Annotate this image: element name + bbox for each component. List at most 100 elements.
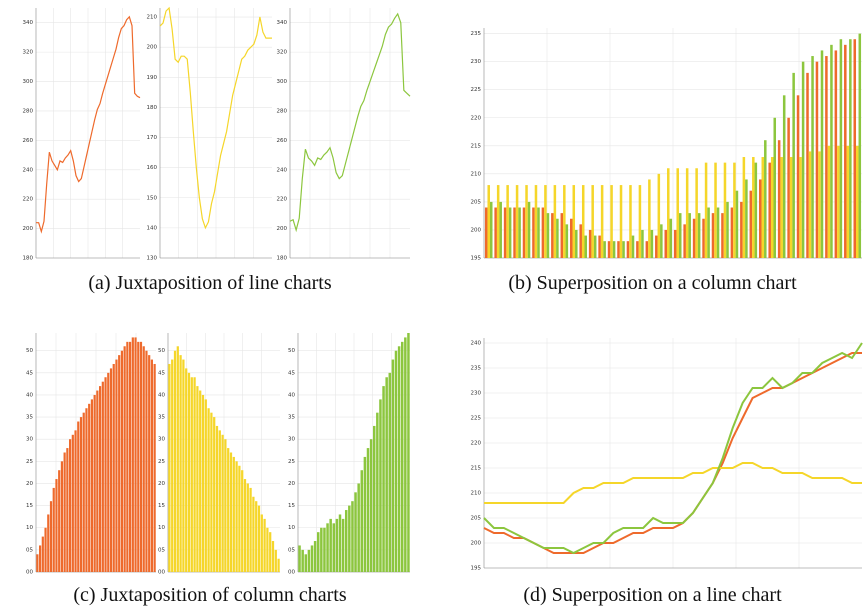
bar bbox=[112, 363, 115, 572]
y-tick-label: 20 bbox=[26, 481, 33, 487]
bar bbox=[397, 346, 401, 572]
bar bbox=[726, 201, 729, 258]
bar bbox=[487, 185, 490, 258]
bar bbox=[74, 430, 77, 572]
bar bbox=[241, 470, 244, 572]
bar bbox=[515, 185, 519, 258]
y-tick-label: 180 bbox=[147, 105, 158, 111]
bar bbox=[66, 448, 69, 572]
bar bbox=[190, 377, 193, 572]
bar bbox=[494, 207, 497, 258]
y-tick-label: 200 bbox=[23, 226, 34, 232]
bar bbox=[626, 241, 630, 258]
y-tick-label: 10 bbox=[26, 525, 33, 531]
bar bbox=[714, 162, 717, 258]
bar bbox=[556, 218, 559, 258]
bar bbox=[496, 185, 500, 258]
bar bbox=[825, 56, 828, 258]
bar bbox=[193, 377, 196, 572]
y-tick-label: 20 bbox=[288, 481, 295, 487]
y-tick-label: 15 bbox=[288, 503, 295, 509]
y-tick-label: 220 bbox=[23, 197, 34, 203]
bar bbox=[508, 207, 512, 258]
bar bbox=[148, 355, 151, 572]
bar bbox=[645, 241, 649, 258]
line bbox=[483, 342, 863, 555]
y-tick-label: 160 bbox=[147, 165, 158, 171]
bar bbox=[201, 394, 205, 572]
bar bbox=[391, 359, 395, 572]
y-tick-label: 25 bbox=[288, 459, 295, 465]
bar bbox=[569, 218, 573, 258]
bar bbox=[376, 412, 379, 572]
y-tick-label: 35 bbox=[158, 415, 165, 421]
bar bbox=[153, 363, 156, 572]
bar bbox=[711, 213, 715, 258]
bar bbox=[669, 218, 673, 258]
caption: (b) Superposition on a column chart bbox=[508, 272, 797, 294]
bar bbox=[667, 168, 670, 258]
bar bbox=[761, 157, 765, 258]
y-tick-label: 340 bbox=[23, 20, 34, 26]
bar bbox=[185, 368, 188, 572]
bar bbox=[307, 549, 311, 572]
y-tick-label: 225 bbox=[471, 416, 482, 422]
bar bbox=[69, 439, 72, 572]
y-tick-label: 225 bbox=[471, 87, 482, 93]
bar bbox=[551, 213, 554, 258]
bar bbox=[47, 514, 50, 572]
bar bbox=[93, 394, 96, 572]
bar bbox=[575, 229, 578, 258]
bar bbox=[379, 399, 382, 572]
y-tick-label: 40 bbox=[158, 392, 165, 398]
bar bbox=[525, 185, 528, 258]
bar bbox=[145, 350, 148, 572]
bar bbox=[129, 341, 132, 572]
y-tick-label: 180 bbox=[277, 256, 288, 262]
y-tick-label: 235 bbox=[471, 366, 482, 372]
bar bbox=[617, 241, 620, 258]
bar bbox=[749, 190, 753, 258]
y-tick-label: 200 bbox=[471, 541, 482, 547]
bar bbox=[85, 408, 88, 572]
bar bbox=[603, 241, 606, 258]
bar bbox=[782, 95, 786, 258]
bar bbox=[695, 168, 698, 258]
bar bbox=[131, 337, 134, 572]
bar bbox=[584, 235, 588, 258]
bar bbox=[249, 487, 252, 572]
y-tick-label: 300 bbox=[23, 79, 34, 85]
bar bbox=[210, 412, 213, 572]
y-tick-label: 215 bbox=[471, 143, 482, 149]
y-tick-label: 45 bbox=[26, 370, 33, 376]
y-tick-label: 195 bbox=[471, 566, 482, 572]
bar bbox=[664, 229, 668, 258]
bar bbox=[758, 179, 762, 258]
bar bbox=[243, 479, 247, 572]
bar bbox=[544, 185, 547, 258]
bar bbox=[109, 368, 113, 572]
y-tick-label: 280 bbox=[277, 108, 288, 114]
bar bbox=[196, 386, 199, 572]
y-tick-label: 340 bbox=[277, 20, 288, 26]
line bbox=[159, 6, 272, 230]
bar bbox=[179, 355, 182, 572]
bar bbox=[357, 483, 360, 572]
bar bbox=[142, 346, 145, 572]
bar bbox=[792, 72, 795, 258]
bar bbox=[610, 185, 613, 258]
y-tick-label: 200 bbox=[277, 226, 288, 232]
bar bbox=[123, 346, 126, 572]
y-tick-label: 320 bbox=[23, 50, 34, 56]
bar bbox=[598, 235, 601, 258]
y-tick-label: 140 bbox=[147, 225, 158, 231]
bar bbox=[82, 412, 85, 572]
bar bbox=[678, 213, 682, 258]
bar bbox=[801, 61, 805, 258]
bar bbox=[360, 470, 364, 572]
caption: (c) Juxtaposition of column charts bbox=[73, 584, 347, 606]
y-tick-label: 25 bbox=[158, 459, 165, 465]
bar bbox=[99, 386, 102, 572]
bar bbox=[579, 224, 582, 258]
bar bbox=[522, 207, 526, 258]
